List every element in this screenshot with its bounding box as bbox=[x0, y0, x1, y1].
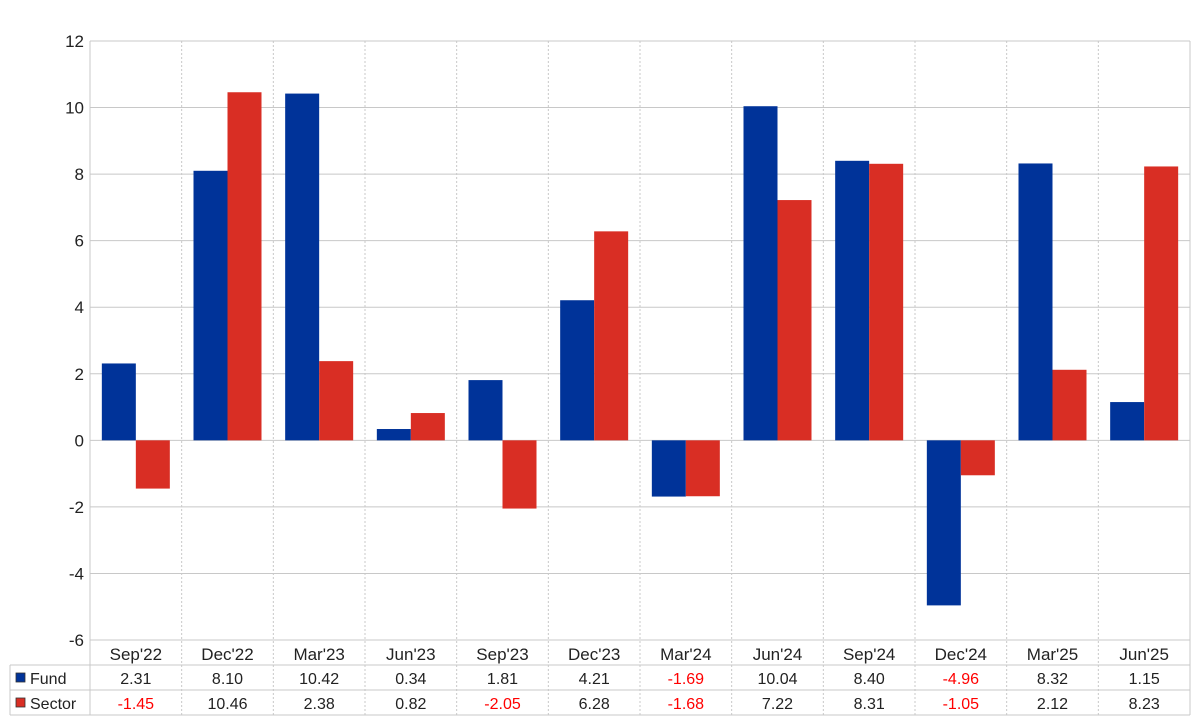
data-table: Sep'22 Dec'22 Mar'23 Jun'23 Sep'23 Dec'23 Mar'… bbox=[9, 639, 1190, 716]
bar-fund bbox=[743, 106, 778, 441]
bar-fund bbox=[193, 170, 228, 441]
y-tick-label: -6 bbox=[69, 631, 84, 650]
legend-swatch-sector bbox=[15, 697, 26, 708]
data-label: 1.15 bbox=[1129, 671, 1160, 688]
data-label: 2.31 bbox=[120, 671, 151, 688]
x-tick-label: Jun'24 bbox=[753, 645, 803, 664]
x-tick-label: Sep'23 bbox=[476, 645, 528, 664]
data-label: 7.22 bbox=[762, 696, 793, 713]
data-label: -2.05 bbox=[484, 696, 521, 713]
bar-fund bbox=[101, 363, 136, 441]
bar-fund bbox=[1110, 402, 1145, 441]
bar-sector bbox=[319, 361, 354, 441]
y-tick-label: 2 bbox=[75, 365, 84, 384]
bar-sector bbox=[960, 440, 995, 476]
y-tick-label: 10 bbox=[65, 99, 84, 118]
y-tick-label: 0 bbox=[75, 431, 84, 450]
x-tick-label: Mar'23 bbox=[293, 645, 344, 664]
bar-sector bbox=[502, 440, 537, 509]
data-label: 6.28 bbox=[579, 696, 610, 713]
data-label: 1.81 bbox=[487, 671, 518, 688]
x-tick-label: Mar'25 bbox=[1027, 645, 1078, 664]
y-tick-label: 8 bbox=[75, 165, 84, 184]
data-label: 8.23 bbox=[1129, 696, 1160, 713]
bar-fund bbox=[835, 160, 870, 441]
bar-fund bbox=[468, 380, 503, 441]
x-tick-label: Mar'24 bbox=[660, 645, 711, 664]
data-label: 2.38 bbox=[304, 696, 335, 713]
bar-fund bbox=[926, 440, 961, 606]
x-tick-label: Jun'23 bbox=[386, 645, 436, 664]
bar-sector bbox=[1052, 369, 1087, 441]
bar-fund bbox=[1018, 163, 1053, 441]
y-axis: 12 10 8 6 4 2 0 -2 -4 -6 bbox=[65, 32, 84, 650]
data-label: -1.05 bbox=[943, 696, 980, 713]
x-tick-label: Sep'24 bbox=[843, 645, 895, 664]
data-label: 10.46 bbox=[207, 696, 247, 713]
data-label: -1.69 bbox=[668, 671, 705, 688]
x-tick-label: Dec'22 bbox=[201, 645, 253, 664]
bar-sector bbox=[227, 92, 262, 441]
bar-fund bbox=[560, 300, 595, 441]
data-label: 8.32 bbox=[1037, 671, 1068, 688]
y-tick-label: -4 bbox=[69, 564, 84, 583]
bar-sector bbox=[777, 200, 812, 441]
x-tick-label: Sep'22 bbox=[110, 645, 162, 664]
data-label: -4.96 bbox=[943, 671, 980, 688]
data-label: 4.21 bbox=[579, 671, 610, 688]
y-tick-label: 6 bbox=[75, 232, 84, 251]
data-label: 10.04 bbox=[757, 671, 797, 688]
x-tick-label: Dec'24 bbox=[935, 645, 987, 664]
legend-label: Sector bbox=[30, 696, 77, 713]
bar-sector bbox=[410, 413, 445, 441]
data-label: 8.31 bbox=[854, 696, 885, 713]
y-tick-label: -2 bbox=[69, 498, 84, 517]
data-label: -1.68 bbox=[668, 696, 705, 713]
data-label: 0.82 bbox=[395, 696, 426, 713]
legend-swatch-fund bbox=[15, 672, 26, 683]
bar-sector bbox=[685, 440, 720, 497]
grid-lines bbox=[89, 40, 1191, 715]
x-tick-label: Jun'25 bbox=[1119, 645, 1169, 664]
data-label: 8.40 bbox=[854, 671, 885, 688]
y-tick-label: 12 bbox=[65, 32, 84, 51]
data-label: 0.34 bbox=[395, 671, 426, 688]
bar-fund bbox=[651, 440, 686, 497]
bar-fund bbox=[285, 93, 320, 441]
bar-sector bbox=[594, 231, 629, 441]
bar-fund bbox=[376, 429, 411, 441]
bars bbox=[101, 92, 1179, 606]
legend-label: Fund bbox=[30, 671, 66, 688]
bar-sector bbox=[869, 163, 904, 441]
bar-sector bbox=[135, 440, 170, 489]
data-label: 8.10 bbox=[212, 671, 243, 688]
data-label: 2.12 bbox=[1037, 696, 1068, 713]
x-tick-label: Dec'23 bbox=[568, 645, 620, 664]
bar-sector bbox=[1144, 166, 1179, 441]
data-label: -1.45 bbox=[118, 696, 155, 713]
data-label: 10.42 bbox=[299, 671, 339, 688]
y-tick-label: 4 bbox=[75, 298, 84, 317]
